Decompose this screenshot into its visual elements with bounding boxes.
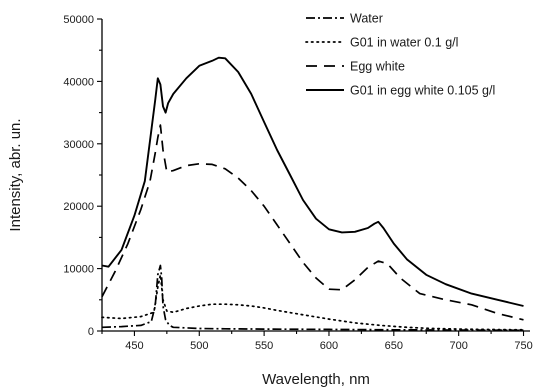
series-line-2 — [101, 124, 524, 321]
y-tick-label: 10000 — [63, 264, 94, 276]
x-tick-label: 650 — [385, 340, 403, 352]
y-tick-label: 30000 — [63, 139, 94, 151]
legend-label-1: G01 in water 0.1 g/l — [350, 36, 458, 50]
x-tick-label: 600 — [320, 340, 338, 352]
y-tick-label: 40000 — [63, 76, 94, 88]
x-tick-label: 550 — [255, 340, 273, 352]
x-tick-label: 450 — [125, 340, 143, 352]
series-line-0 — [101, 264, 524, 332]
legend-label-2: Egg white — [350, 60, 405, 74]
x-tick-label: 750 — [514, 340, 532, 352]
series-line-1 — [101, 273, 525, 331]
series-layer — [101, 56, 525, 332]
x-tick-label: 700 — [449, 340, 467, 352]
y-axis-title: Intensity, abr. un. — [7, 118, 24, 231]
legend: Water G01 in water 0.1 g/l Egg white G01 in… — [305, 12, 495, 98]
series-line-3 — [101, 56, 524, 307]
y-ticks: 0 10000 20000 30000 40000 50000 — [63, 14, 102, 338]
legend-label-3: G01 in egg white 0.105 g/l — [350, 84, 495, 98]
y-tick-label: 20000 — [63, 201, 94, 213]
x-axis-title: Wavelength, nm — [262, 371, 370, 388]
y-tick-label: 0 — [88, 326, 94, 338]
x-ticks: 450 500 550 600 650 700 750 — [101, 331, 533, 352]
legend-label-0: Water — [350, 12, 383, 26]
x-tick-label: 500 — [190, 340, 208, 352]
y-tick-label: 50000 — [63, 14, 94, 26]
